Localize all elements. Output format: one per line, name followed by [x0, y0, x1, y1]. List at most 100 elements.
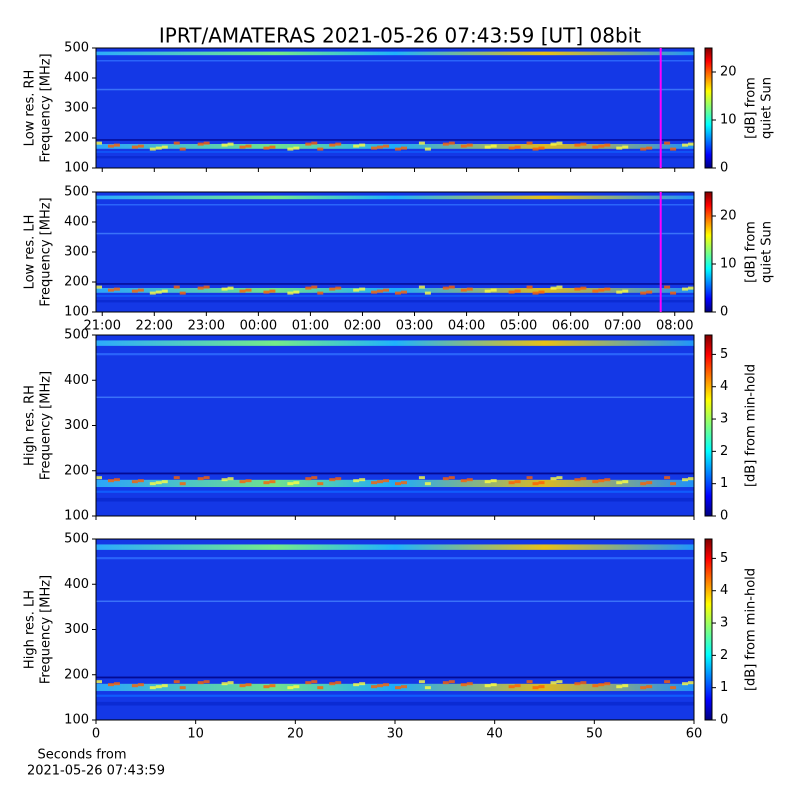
colorbar-label: [dB] from [744, 77, 759, 139]
y-tick-label: 100 [64, 509, 89, 524]
colorbar-tick-label: 3 [720, 616, 728, 631]
y-tick-label: 300 [64, 418, 89, 433]
spectrogram-speck [287, 147, 294, 151]
colorbar-tick-label: 5 [720, 347, 728, 362]
y-tick-label: 500 [64, 328, 89, 343]
spectrogram-band [96, 340, 694, 346]
spectrogram-speck [329, 478, 336, 482]
spectrogram [96, 539, 694, 720]
y-axis-label: Frequency [MHz] [39, 197, 54, 306]
x-tick-label: 60 [686, 727, 703, 742]
spectrogram-speck [682, 478, 689, 482]
spectrogram-speck [580, 286, 587, 290]
spectrogram-band [96, 232, 694, 235]
colorbar-tick-label: 4 [720, 379, 728, 394]
spectrogram-speck [131, 684, 138, 688]
spectrogram-speck [269, 289, 276, 293]
spectrogram-speck [359, 478, 366, 482]
colorbar-frame [704, 538, 713, 721]
spectrogram-band [96, 472, 694, 475]
spectrogram-speck [490, 144, 497, 148]
spectrogram-speck [197, 681, 204, 685]
colorbar-tick-label: 20 [720, 209, 737, 224]
colorbar-tick-label: 4 [720, 583, 728, 598]
colorbar-tick-label: 1 [720, 680, 728, 695]
colorbar-label: [dB] from min-hold [744, 364, 759, 487]
spectrogram-speck [359, 287, 366, 291]
spectrogram-speck [317, 147, 324, 151]
spectrogram-speck [359, 143, 366, 147]
spectrogram-speck [538, 685, 545, 689]
spectrogram-speck [383, 479, 390, 483]
colorbar-label: quiet Sun [760, 77, 775, 139]
spectrogram-speck [173, 680, 180, 684]
x-tick-label: 23:00 [188, 319, 225, 334]
y-tick-label: 500 [64, 532, 89, 547]
spectrogram-speck [149, 686, 156, 690]
spectrogram-speck [353, 144, 360, 148]
spectrogram-speck [598, 288, 605, 292]
x-tick-label: 03:00 [396, 319, 433, 334]
spectrogram-speck [592, 480, 599, 484]
spectrogram-speck [592, 684, 599, 688]
spectrogram-speck [137, 683, 144, 687]
spectrogram-speck [317, 482, 324, 486]
spectrogram-speck [670, 686, 677, 690]
spectrogram-speck [245, 683, 252, 687]
spectrogram-speck [604, 287, 611, 291]
spectrogram-speck [305, 477, 312, 481]
spectrogram-speck [580, 477, 587, 481]
x-tick-label: 07:00 [604, 319, 641, 334]
spectrogram-speck [353, 479, 360, 483]
spectrogram-speck [400, 481, 407, 485]
colorbar-tick-label: 10 [720, 113, 737, 128]
spectrogram-speck [293, 146, 300, 150]
spectrogram-speck [550, 286, 557, 290]
spectrogram-speck [311, 680, 318, 684]
spectrogram-speck [173, 285, 180, 289]
spectrogram-speck [239, 289, 246, 293]
x-tick-label: 0 [92, 727, 100, 742]
spectrogram-speck [484, 289, 491, 293]
spectrogram-speck [616, 146, 623, 150]
spectrogram-speck [556, 285, 563, 289]
spectrogram-speck [640, 291, 647, 295]
spectrogram-speck [670, 147, 677, 151]
y-tick-label: 200 [64, 131, 89, 146]
y-tick-label: 200 [64, 463, 89, 478]
y-tick-label: 500 [64, 41, 89, 56]
colorbar [705, 335, 712, 516]
spectrogram-band [96, 51, 694, 56]
spectrogram-speck [395, 291, 401, 295]
spectrogram-speck [317, 686, 324, 690]
spectrogram-band [96, 283, 694, 285]
spectrogram-speck [460, 683, 467, 687]
spectrogram-speck [203, 141, 210, 145]
spectrogram-speck [197, 286, 204, 290]
spectrogram-speck [227, 286, 234, 290]
spectrogram-speck [311, 285, 318, 289]
spectrogram-speck [640, 482, 647, 486]
spectrogram-speck [96, 680, 102, 684]
spectrogram-speck [400, 146, 407, 150]
spectrogram-speck [227, 477, 234, 481]
spectrogram-band [96, 694, 694, 697]
spectrogram-speck [538, 481, 545, 485]
spectrogram-speck [598, 683, 605, 687]
spectrogram-speck [245, 144, 252, 148]
spectrogram-speck [269, 480, 276, 484]
colorbar-frame [704, 191, 713, 313]
colorbar [705, 539, 712, 720]
spectrogram-speck [96, 285, 102, 289]
y-tick-label: 400 [64, 373, 89, 388]
spectrogram-speck [245, 288, 252, 292]
spectrogram-speck [598, 479, 605, 483]
spectrogram-speck [113, 287, 120, 291]
spectrogram-speck [179, 291, 186, 295]
spectrogram-speck [293, 685, 300, 689]
spectrogram-speck [664, 476, 671, 480]
spectrogram-speck [592, 289, 599, 293]
y-tick-label: 300 [64, 101, 89, 116]
spectrogram-speck [179, 482, 186, 486]
